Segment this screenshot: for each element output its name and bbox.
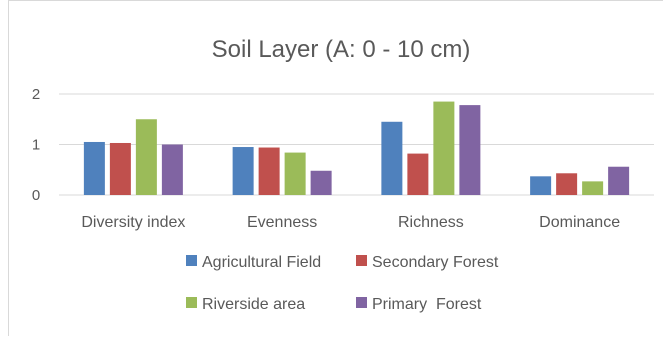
chart-frame: Soil Layer (A: 0 - 10 cm) 0 1 2 Diversity … <box>8 0 663 336</box>
bar-secondary-forest-evenness <box>258 147 280 195</box>
bar-agricultural-field-diversity-index <box>83 141 105 195</box>
bar-riverside-area-evenness <box>284 152 306 195</box>
y-axis-tick-labels: 0 1 2 <box>32 86 40 204</box>
legend: Agricultural Field Secondary Forest Rivers… <box>186 254 499 313</box>
legend-swatch <box>356 255 367 266</box>
bar-agricultural-field-evenness <box>232 147 254 195</box>
x-category-label: Dominance <box>539 214 620 231</box>
x-category-label: Evenness <box>247 214 317 231</box>
bar-chart: Soil Layer (A: 0 - 10 cm) 0 1 2 Diversity … <box>32 36 654 313</box>
legend-swatch <box>356 297 367 308</box>
bar-primary-forest-richness <box>459 105 481 195</box>
bar-secondary-forest-diversity-index <box>109 142 131 195</box>
x-category-label: Richness <box>398 214 464 231</box>
y-tick-label: 2 <box>32 86 40 103</box>
gridlines <box>59 93 654 196</box>
legend-label: Secondary Forest <box>372 254 499 271</box>
bar-primary-forest-dominance <box>608 166 630 195</box>
x-category-label: Diversity index <box>81 214 185 231</box>
bar-agricultural-field-richness <box>381 121 403 195</box>
bar-secondary-forest-dominance <box>556 173 578 195</box>
bar-primary-forest-evenness <box>310 170 332 195</box>
bar-agricultural-field-dominance <box>530 176 552 195</box>
bar-primary-forest-diversity-index <box>161 144 183 195</box>
chart-title: Soil Layer (A: 0 - 10 cm) <box>212 36 471 63</box>
bar-riverside-area-diversity-index <box>135 119 157 195</box>
bar-riverside-area-dominance <box>582 181 604 195</box>
x-axis-category-labels: Diversity index Evenness Richness Dominance <box>81 214 620 231</box>
bars <box>83 101 630 195</box>
bar-riverside-area-richness <box>433 101 455 195</box>
legend-swatch <box>186 297 197 308</box>
legend-label: Riverside area <box>202 296 305 313</box>
legend-label: Agricultural Field <box>202 254 321 271</box>
y-tick-label: 0 <box>32 187 40 204</box>
bar-secondary-forest-richness <box>407 153 429 195</box>
y-tick-label: 1 <box>32 137 40 154</box>
legend-label: Primary Forest <box>372 296 482 313</box>
legend-swatch <box>186 255 197 266</box>
